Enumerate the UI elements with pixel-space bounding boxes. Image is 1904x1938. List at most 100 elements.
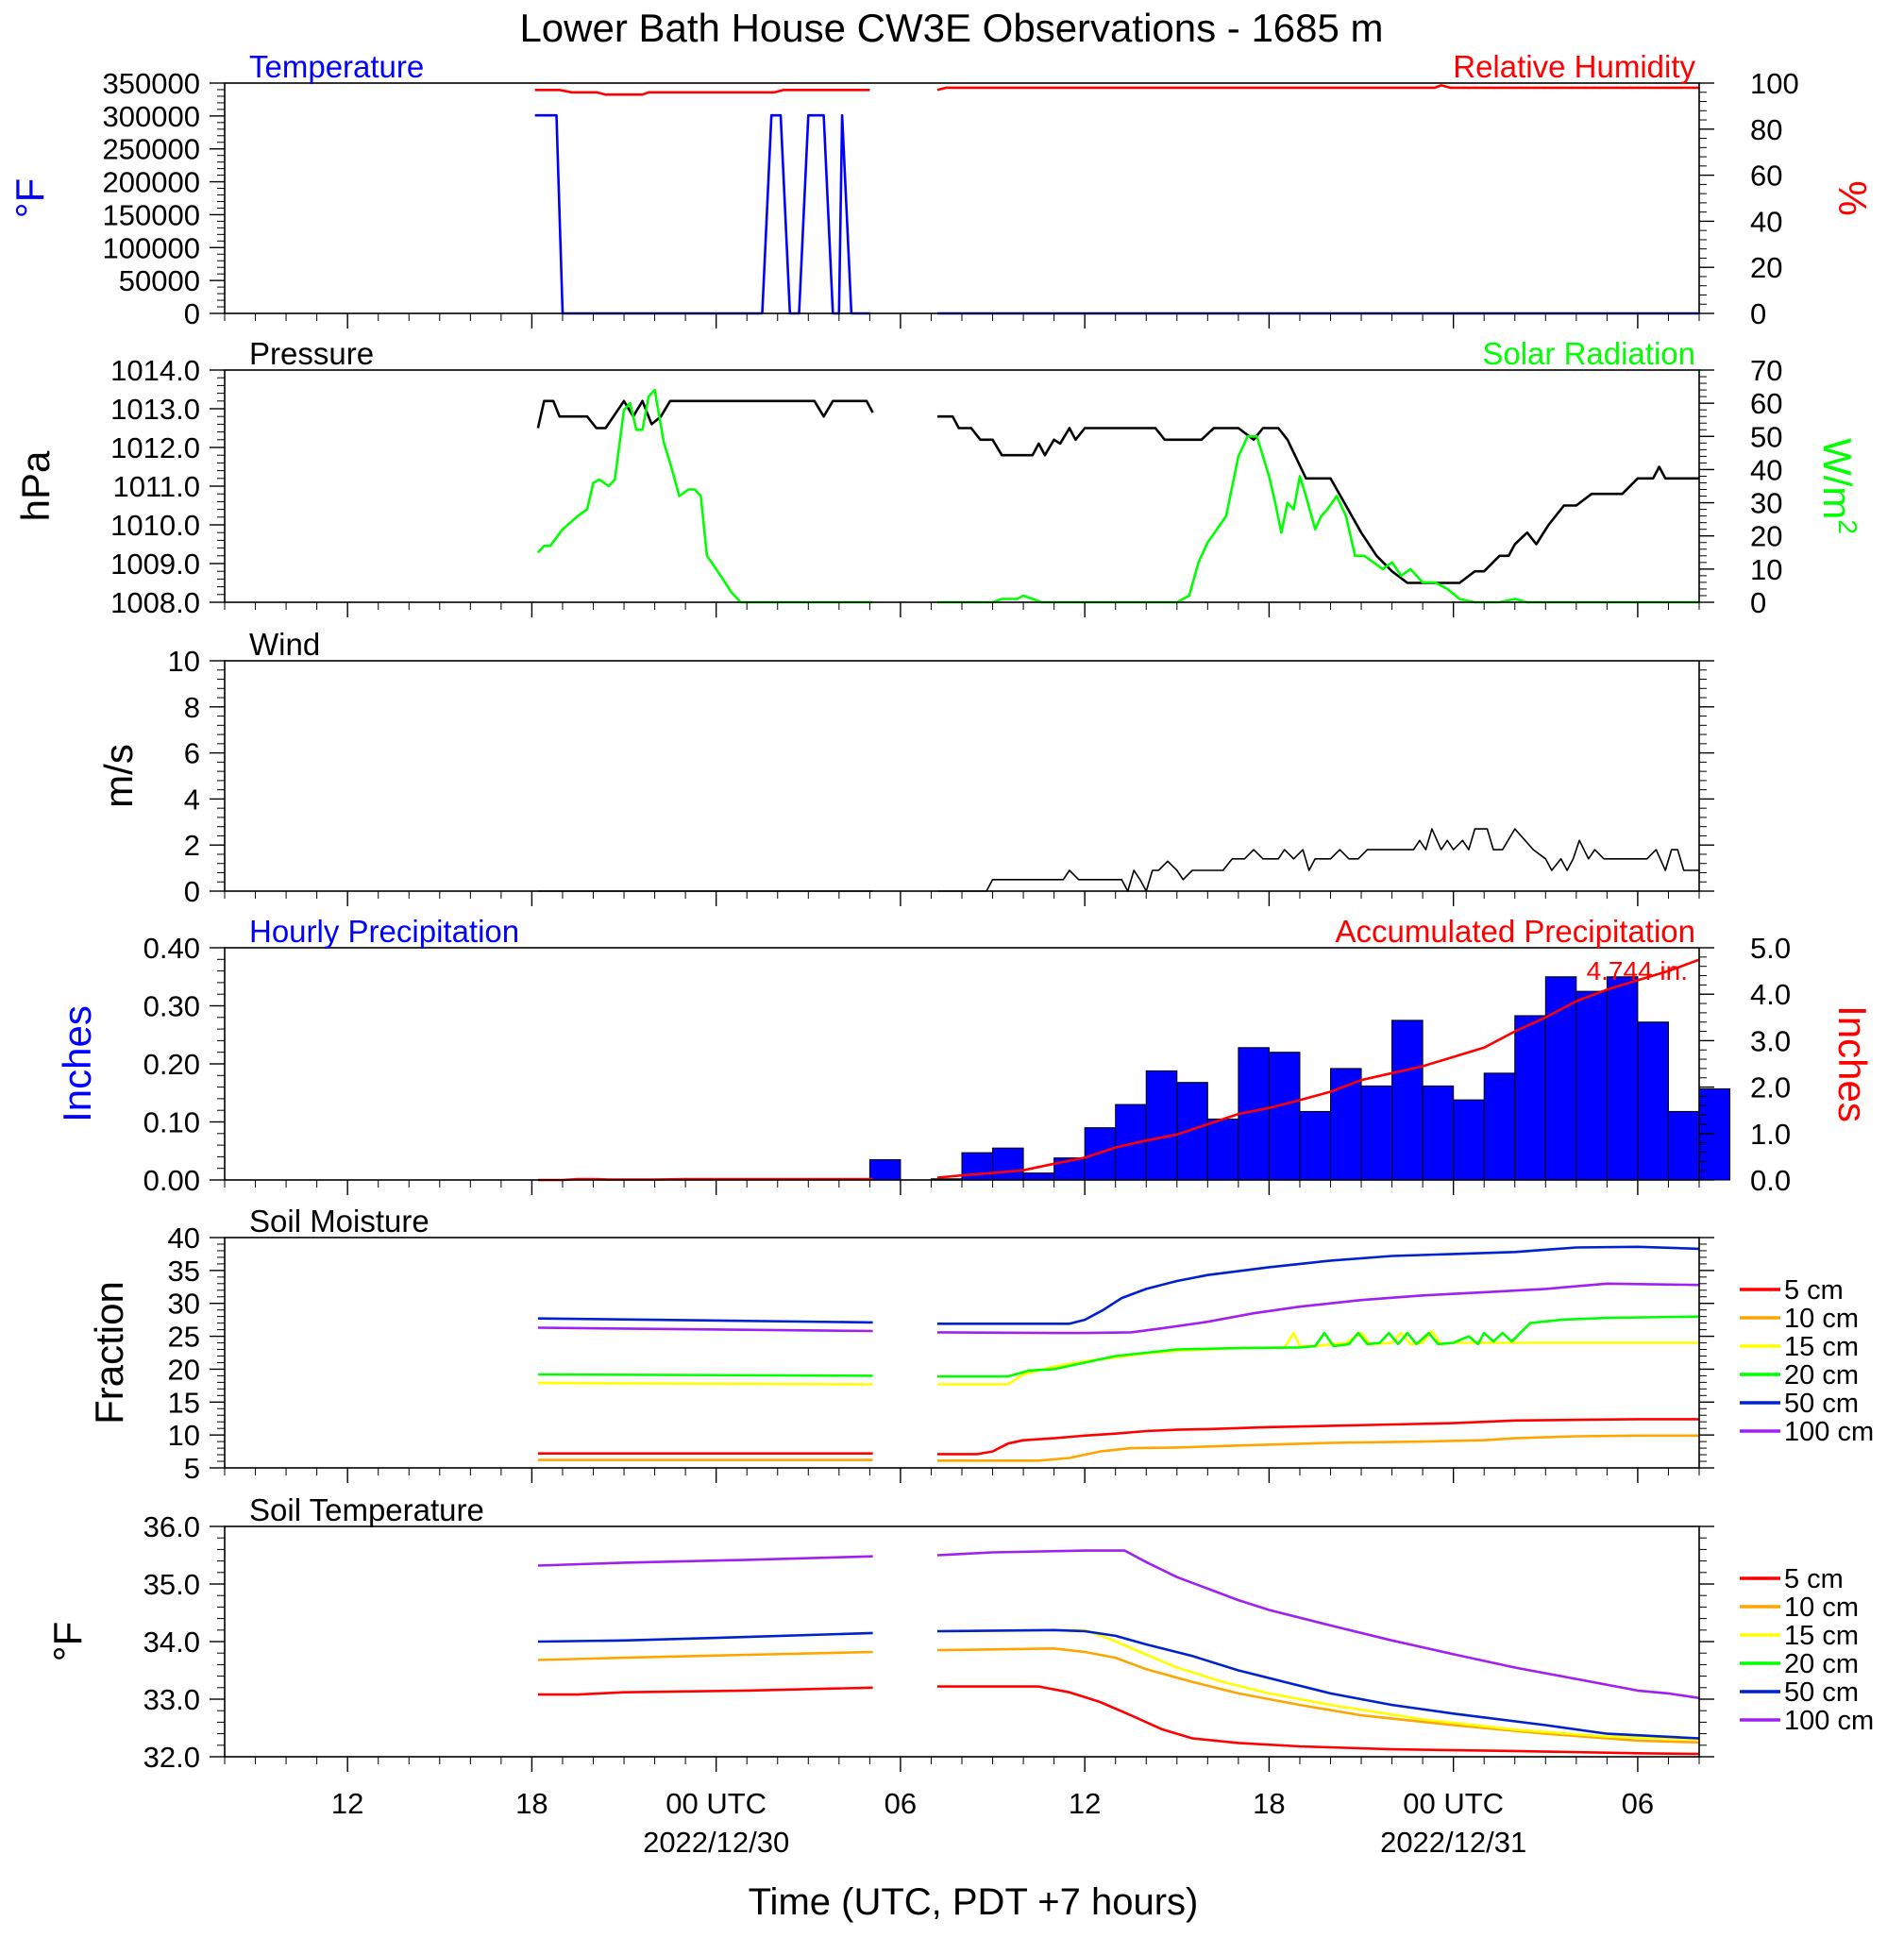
soil-moisture-frame: [224, 1237, 1700, 1469]
y-tick-label: 10: [168, 645, 200, 678]
soil-temperature-series-5cm-line: [937, 1685, 1700, 1756]
precip-bar: [1268, 1052, 1301, 1181]
y-tick-label: 25: [168, 1321, 200, 1354]
panel-title-left: Temperature: [249, 49, 424, 84]
right-axis-label-superscript: 2: [1833, 519, 1862, 534]
accumulated-total-annotation: 4.744 in.: [1587, 956, 1688, 986]
y2-tick-label: 4.0: [1750, 978, 1791, 1011]
precip-bar: [1637, 1021, 1669, 1181]
y-tick-label: 1008.0: [110, 586, 200, 619]
left-axis-label: m/s: [96, 744, 141, 808]
y-tick-label: 15: [168, 1386, 200, 1419]
precip-bar: [1176, 1082, 1208, 1181]
soil-temperature-series-50cm-line: [936, 1628, 1700, 1740]
soil-temperature-series-50cm-line: [537, 1631, 873, 1643]
y2-tick-label: 0: [1750, 297, 1766, 330]
right-axis-label: W/m2: [1815, 438, 1862, 534]
y-tick-label: 35.0: [143, 1568, 200, 1601]
y-tick-label: 34.0: [143, 1626, 200, 1659]
y-tick-label: 8: [184, 691, 200, 724]
y-tick-label: 0.30: [143, 990, 200, 1023]
x-tick-label: 18: [515, 1787, 548, 1820]
precip-panel: 0.00 0.10 0.20 0.30 0.40 0.0 1.0 2.0 3.0 4.0 5.0 Ho…: [55, 914, 1875, 1197]
precip-bar: [1299, 1110, 1332, 1181]
pressure-solar-panel: 1008.0 1009.0 1010.0 1011.0 1012.0 1013.0 1014…: [13, 336, 1862, 619]
left-axis-label: Inches: [55, 1005, 99, 1122]
precip-bar: [1606, 976, 1639, 1181]
y-tick-label: 350000: [103, 67, 200, 100]
y-tick-label: 1009.0: [110, 548, 200, 581]
pressure-solar-frame: [224, 369, 1700, 603]
x-tick-label: 12: [331, 1787, 363, 1820]
precip-bar: [868, 1158, 901, 1181]
y-tick-label: 1011.0: [112, 470, 200, 503]
soil-moisture-series-50cm-line: [937, 1245, 1700, 1325]
soil-temperature-series-100cm-line: [936, 1549, 1700, 1700]
precip-bar: [1145, 1070, 1178, 1181]
temp-rh-series-1-line: [936, 84, 1699, 92]
panel-title-right: Accumulated Precipitation: [1335, 914, 1695, 949]
y2-tick-label: 5.0: [1750, 932, 1791, 965]
precip-bar: [1698, 1087, 1731, 1181]
y-tick-label: 1012.0: [110, 431, 200, 464]
x-tick-label: 06: [1622, 1787, 1654, 1820]
time-axis-label: Time (UTC, PDT +7 hours): [749, 1881, 1199, 1923]
precip-bar: [1360, 1085, 1393, 1181]
y2-tick-label: 20: [1750, 520, 1782, 553]
legend-label: 100 cm: [1784, 1706, 1874, 1736]
y-tick-label: 150000: [103, 198, 200, 231]
chart-title: Lower Bath House CW3E Observations - 168…: [519, 6, 1383, 50]
precip-series-0-line: [936, 958, 1700, 1179]
legend-label: 50 cm: [1784, 1677, 1859, 1708]
temp-rh-series-0-line: [534, 113, 870, 315]
right-axis-label: Inches: [1830, 1005, 1875, 1122]
soil-moisture-series-5cm-line: [937, 1418, 1699, 1456]
x-tick-label: 00 UTC: [666, 1787, 767, 1820]
y-tick-label: 1010.0: [110, 509, 200, 542]
precip-bar: [1422, 1085, 1455, 1181]
y2-tick-label: 2.0: [1750, 1071, 1791, 1104]
legend-label: 5 cm: [1784, 1564, 1844, 1594]
legend-label: 50 cm: [1784, 1389, 1859, 1419]
y2-tick-label: 70: [1750, 354, 1782, 387]
legend-label: 10 cm: [1784, 1593, 1859, 1623]
y2-tick-label: 100: [1750, 67, 1799, 100]
pressure-solar-series-0-line: [937, 414, 1699, 584]
legend-label: 20 cm: [1784, 1360, 1859, 1390]
soil-moisture-series-50cm-line: [537, 1317, 873, 1324]
precip-bar: [1483, 1072, 1516, 1181]
temp-rh-frame: [224, 82, 1700, 314]
y-tick-label: 0: [184, 297, 200, 330]
legend-label: 15 cm: [1784, 1621, 1859, 1651]
soil-temperature-series-10cm-line: [936, 1647, 1700, 1744]
x-tick-label: 18: [1253, 1787, 1285, 1820]
y-tick-label: 20: [168, 1353, 200, 1386]
panel-title-right: Solar Radiation: [1482, 336, 1695, 371]
y2-tick-label: 40: [1750, 453, 1782, 486]
soil-moisture-series-20cm-line: [937, 1315, 1700, 1378]
precip-bar: [1667, 1110, 1700, 1181]
soil-temperature-series-100cm-line: [537, 1555, 873, 1567]
wind-series-0-line: [937, 828, 1699, 892]
soil-temperature-panel: 32.0 33.0 34.0 35.0 36.0 Soil Temperature °F 5 …: [45, 1492, 1874, 1774]
panel-title-right: Relative Humidity: [1453, 49, 1695, 84]
y-tick-label: 0.20: [143, 1048, 200, 1081]
panel-title-left: Soil Temperature: [249, 1492, 484, 1527]
soil-moisture-series-100cm-line: [537, 1326, 873, 1333]
x-tick-label: 00 UTC: [1403, 1787, 1504, 1820]
y-tick-label: 1013.0: [110, 393, 200, 426]
y2-tick-label: 60: [1750, 160, 1782, 193]
legend-label: 100 cm: [1784, 1417, 1874, 1447]
left-axis-label: hPa: [13, 450, 58, 521]
y-tick-label: 5: [184, 1452, 200, 1485]
y-tick-label: 200000: [103, 166, 200, 199]
y-tick-label: 0: [184, 875, 200, 908]
precip-bar: [1453, 1099, 1485, 1181]
y-tick-label: 0.10: [143, 1106, 200, 1139]
pressure-solar-series-0-line: [536, 399, 874, 430]
x-date-label: 2022/12/30: [643, 1826, 789, 1859]
y2-tick-label: 50: [1750, 420, 1782, 453]
y2-tick-label: 60: [1750, 387, 1782, 420]
